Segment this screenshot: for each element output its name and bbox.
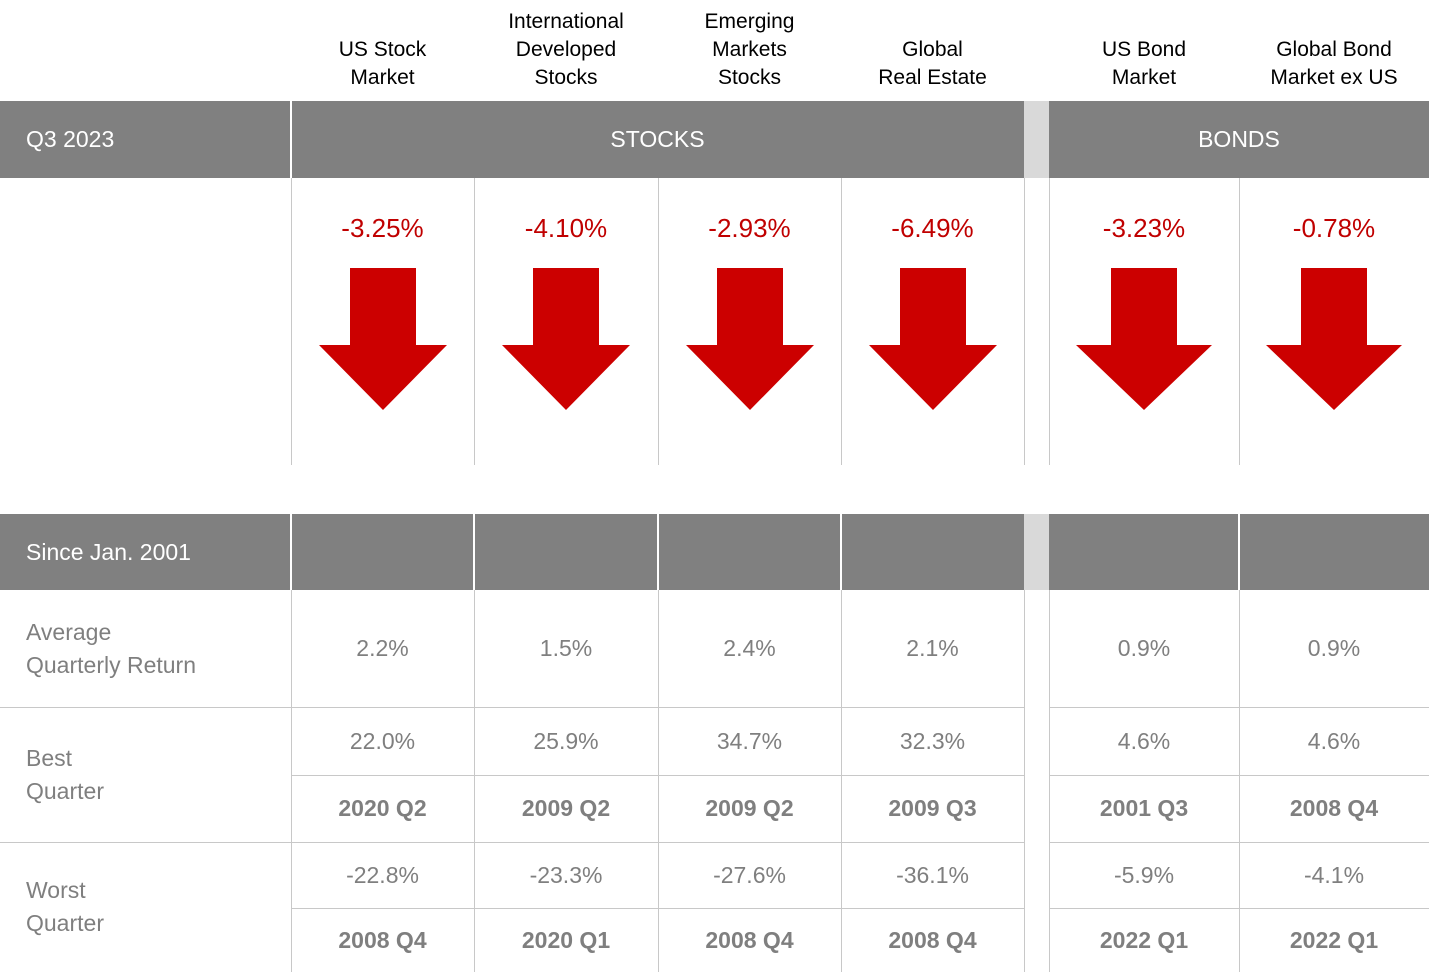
row-line	[291, 775, 1024, 776]
row-label: Worst Quarter	[26, 877, 104, 936]
stat-value: -36.1%	[896, 861, 969, 888]
header-bar	[0, 101, 1024, 178]
return-value: -2.93%	[708, 212, 791, 243]
stat-quarter: 2020 Q2	[338, 795, 427, 821]
down-arrow	[1076, 266, 1212, 412]
separator	[1238, 514, 1240, 590]
arrow-shape	[868, 268, 997, 410]
column-header: Global Bond Market ex US	[1270, 38, 1398, 89]
stat-value: -27.6%	[713, 861, 786, 888]
down-arrow	[1266, 266, 1402, 412]
grid-line	[1049, 178, 1050, 465]
stat-value: 2.4%	[723, 635, 776, 661]
grid-line	[841, 178, 842, 465]
stat-value: 1.5%	[539, 635, 593, 661]
separator	[473, 514, 475, 590]
stat-quarter: 2009 Q2	[521, 795, 611, 821]
period-label: Q3 2023	[26, 126, 115, 152]
separator	[290, 101, 292, 178]
row-label: Average Quarterly Return	[26, 618, 197, 678]
down-arrow	[682, 266, 818, 412]
down-arrow	[498, 266, 634, 412]
since-label: Since Jan. 2001	[26, 538, 191, 565]
row-line	[1049, 707, 1429, 708]
stat-quarter: 2022 Q1	[1289, 926, 1379, 953]
arrow-shape	[1266, 268, 1402, 410]
stat-quarter: 2008 Q4	[705, 926, 794, 953]
grid-line	[1024, 178, 1025, 465]
separator	[657, 514, 659, 590]
header-gap	[1024, 101, 1049, 178]
arrow-shape	[502, 268, 630, 410]
stat-value: -4.1%	[1303, 861, 1365, 888]
grid-line	[1024, 590, 1025, 972]
separator	[290, 514, 292, 590]
grid-line	[474, 178, 475, 465]
stat-value: 25.9%	[533, 727, 599, 754]
header-bar	[1049, 101, 1429, 178]
stat-value: 4.6%	[1117, 727, 1171, 754]
stat-value: 2.1%	[906, 635, 959, 661]
stat-value: 0.9%	[1117, 635, 1171, 661]
stat-quarter: 2008 Q4	[338, 926, 427, 953]
stat-value: 22.0%	[349, 727, 416, 754]
row-line	[291, 908, 1024, 909]
return-value: -3.23%	[1102, 212, 1186, 243]
grid-line	[841, 590, 842, 972]
stat-quarter: 2009 Q3	[888, 795, 977, 821]
stat-quarter: 2008 Q4	[1289, 795, 1379, 821]
group-label: BONDS	[1198, 126, 1280, 152]
grid-line	[291, 178, 292, 465]
row-line	[1049, 775, 1429, 776]
grid-line	[291, 590, 292, 972]
grid-line	[1239, 178, 1240, 465]
header-bar	[0, 514, 1024, 590]
stat-value: -23.3%	[529, 861, 603, 888]
grid-line	[658, 178, 659, 465]
stat-value: 34.7%	[716, 727, 783, 754]
row-label: Best Quarter	[26, 744, 104, 804]
grid-line	[474, 590, 475, 972]
grid-line	[1239, 590, 1240, 972]
stat-value: 4.6%	[1307, 727, 1361, 754]
arrow-shape	[1076, 268, 1212, 410]
stat-value: -5.9%	[1113, 861, 1175, 888]
row-line	[1049, 842, 1429, 843]
column-header: Global Real Estate	[878, 38, 987, 89]
down-arrow	[865, 266, 1001, 412]
column-header: US Stock Market	[338, 38, 427, 89]
stat-value: 0.9%	[1307, 635, 1361, 661]
return-value: -4.10%	[524, 212, 608, 243]
row-line	[1049, 908, 1429, 909]
column-header: US Bond Market	[1101, 38, 1187, 89]
return-value: -0.78%	[1292, 212, 1376, 243]
row-line	[0, 707, 1024, 708]
column-header: International Developed Stocks	[508, 10, 624, 89]
stat-value: 2.2%	[356, 635, 409, 661]
column-header: Emerging Markets Stocks	[704, 10, 795, 89]
stat-quarter: 2022 Q1	[1099, 926, 1189, 953]
group-label: STOCKS	[610, 126, 705, 152]
stat-value: 32.3%	[899, 727, 966, 754]
arrow-shape	[318, 268, 447, 410]
arrow-shape	[685, 268, 814, 410]
grid-line	[1049, 590, 1050, 972]
row-line	[0, 842, 1024, 843]
return-value: -6.49%	[891, 212, 974, 243]
separator	[840, 514, 842, 590]
stat-value: -22.8%	[346, 861, 419, 888]
down-arrow	[315, 266, 451, 412]
grid-line	[658, 590, 659, 972]
stat-quarter: 2020 Q1	[521, 926, 611, 953]
stat-quarter: 2009 Q2	[705, 795, 794, 821]
stat-quarter: 2008 Q4	[888, 926, 977, 953]
header-gap	[1024, 514, 1049, 590]
return-value: -3.25%	[341, 212, 424, 243]
stat-quarter: 2001 Q3	[1099, 795, 1189, 821]
